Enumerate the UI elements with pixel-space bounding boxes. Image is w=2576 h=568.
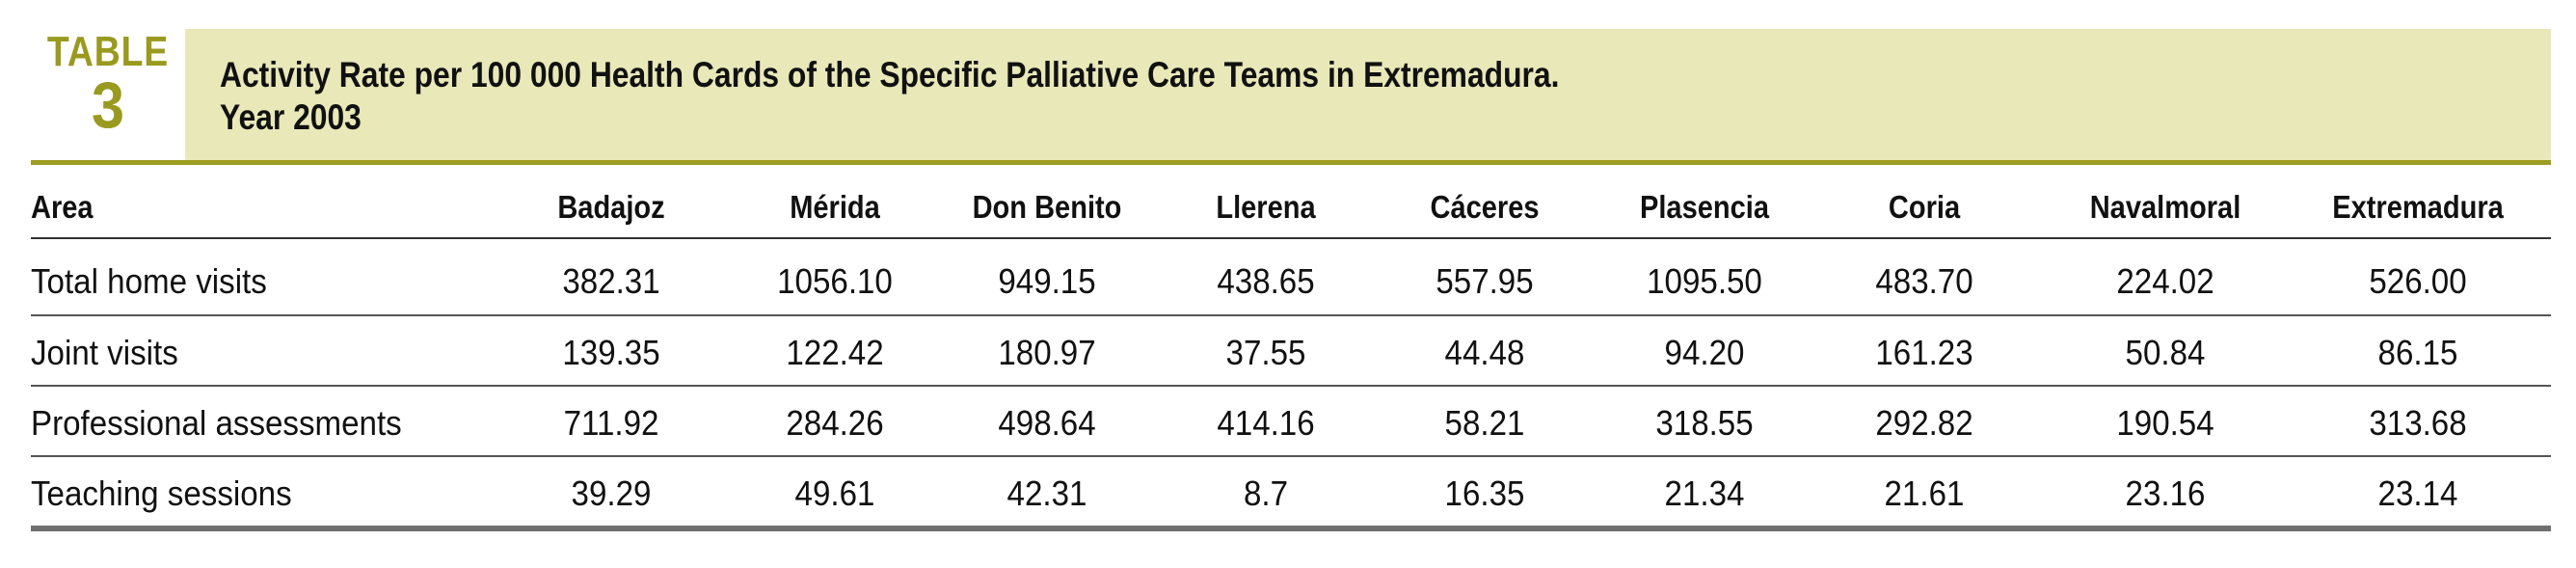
row-label: Teaching sessions [31, 473, 292, 513]
table-cell: 284.26 [786, 403, 884, 443]
table-cell: 23.14 [2377, 473, 2458, 513]
table-cell: 1056.10 [777, 261, 893, 301]
table-cell: 438.65 [1217, 261, 1315, 301]
bottom-rule [31, 526, 2551, 531]
table-label: TABLE [46, 28, 170, 75]
row-divider [31, 455, 2551, 457]
table-cell: 42.31 [1006, 473, 1087, 513]
title-rule [31, 160, 2551, 165]
table-cell: 498.64 [998, 403, 1096, 443]
table-cell: 526.00 [2369, 261, 2467, 301]
table-cell: 224.02 [2116, 261, 2214, 301]
table-cell: 557.95 [1436, 261, 1534, 301]
table-cell: 949.15 [998, 261, 1096, 301]
table-cell: 8.7 [1243, 473, 1289, 513]
row-divider [31, 385, 2551, 387]
table-cell: 23.16 [2125, 473, 2206, 513]
table-badge: TABLE 3 [31, 29, 185, 159]
table-number: 3 [91, 68, 125, 142]
table-cell: 711.92 [563, 403, 659, 443]
table-cell: 161.23 [1875, 333, 1973, 372]
column-header-plasencia: Plasencia [1639, 189, 1770, 225]
column-header-merida: Mérida [790, 189, 880, 225]
column-header-caceres: Cáceres [1430, 189, 1540, 225]
table-title: Activity Rate per 100 000 Health Cards o… [220, 54, 1559, 139]
table-cell: 21.34 [1664, 473, 1745, 513]
column-header-llerena: Llerena [1216, 189, 1316, 225]
table-cell: 58.21 [1444, 403, 1525, 443]
column-header-navalmoral: Navalmoral [2089, 189, 2241, 225]
table-cell: 37.55 [1225, 333, 1306, 372]
table-cell: 49.61 [794, 473, 875, 513]
row-label: Total home visits [31, 261, 267, 301]
table-cell: 1095.50 [1647, 261, 1762, 301]
table-cell: 414.16 [1217, 403, 1315, 443]
table-cell: 21.61 [1884, 473, 1965, 513]
table-cell: 318.55 [1655, 403, 1754, 443]
table-cell: 122.42 [786, 333, 884, 372]
column-header-don-benito: Don Benito [972, 189, 1122, 225]
column-header-extremadura: Extremadura [2332, 189, 2504, 225]
table-cell: 94.20 [1664, 333, 1745, 372]
column-header-coria: Coria [1888, 189, 1961, 225]
title-line-2: Year 2003 [220, 97, 362, 137]
header-rule [31, 237, 2551, 239]
column-header-area: Area [31, 189, 94, 225]
table-cell: 139.35 [562, 333, 660, 372]
table-cell: 313.68 [2369, 403, 2467, 443]
table-cell: 39.29 [571, 473, 652, 513]
table-cell: 483.70 [1875, 261, 1973, 301]
column-header-badajoz: Badajoz [557, 189, 665, 225]
table-cell: 44.48 [1444, 333, 1525, 372]
table-cell: 292.82 [1875, 403, 1973, 443]
table-cell: 190.54 [2116, 403, 2214, 443]
title-band: Activity Rate per 100 000 Health Cards o… [185, 29, 2551, 160]
table-cell: 50.84 [2125, 333, 2206, 372]
table-cell: 16.35 [1444, 473, 1525, 513]
row-divider [31, 314, 2551, 316]
table-cell: 86.15 [2377, 333, 2458, 372]
table-cell: 382.31 [562, 261, 660, 301]
row-label: Joint visits [31, 333, 178, 372]
row-label: Professional assessments [31, 403, 402, 443]
title-line-1: Activity Rate per 100 000 Health Cards o… [220, 55, 1560, 95]
table-cell: 180.97 [998, 333, 1096, 372]
